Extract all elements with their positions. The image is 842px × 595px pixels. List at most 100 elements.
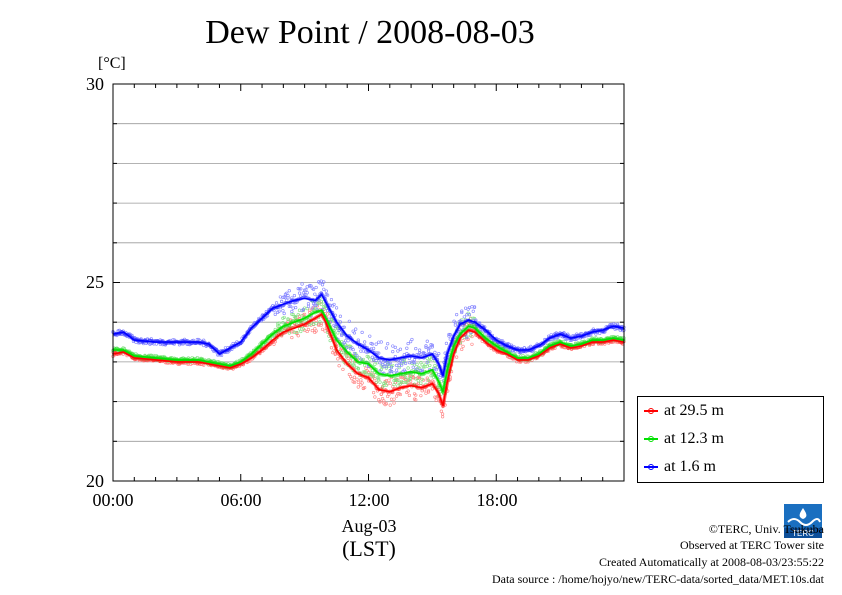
data-point [379,359,383,363]
data-point [297,287,302,291]
data-point [439,409,443,413]
data-point [461,339,465,343]
data-point [383,380,387,384]
data-point [460,347,464,351]
data-point [280,300,284,304]
legend-item-29-5m: at 29.5 m [644,401,724,421]
data-point [470,342,474,346]
data-point [290,309,294,314]
data-point [290,335,294,340]
data-point [297,291,302,295]
data-point [384,346,388,350]
data-point [414,377,418,381]
data-point [364,366,368,370]
data-point [361,349,365,353]
data-point [372,391,376,395]
credit-created: Created Automatically at 2008-08-03/23:5… [599,555,824,569]
y-axis-unit-label: [°C] [98,55,126,72]
data-point [407,393,411,398]
data-point [318,320,322,324]
data-point [355,354,359,358]
data-point [397,365,401,370]
data-point [359,378,363,382]
data-point [352,380,357,384]
data-point [299,287,303,291]
data-point [463,306,468,310]
data-point [359,349,363,353]
data-point [274,301,279,305]
data-point [406,341,410,346]
data-point [460,309,464,313]
data-point [393,345,397,349]
data-point [389,365,394,370]
data-point [311,287,316,291]
y-tick-30: 30 [86,74,104,94]
data-point [343,339,348,343]
data-point [323,329,327,333]
data-point [465,335,469,340]
data-point [347,344,351,348]
data-point [382,399,386,403]
data-point [373,362,377,366]
data-point [342,325,346,329]
data-point [391,349,395,354]
legend-label: at 12.3 m [664,430,724,447]
data-point [286,296,290,300]
data-point [368,372,372,376]
data-point [398,392,403,397]
data-point [350,377,354,381]
data-point [326,293,330,297]
data-point [378,399,382,404]
data-point [426,389,431,393]
data-point [433,363,437,368]
data-point [447,332,451,337]
legend: at 29.5 m at 12.3 m at 1.6 m [637,396,824,483]
grid-lines [113,123,624,442]
data-point [356,385,360,389]
data-point [286,294,290,298]
data-point [409,374,413,378]
data-point [373,395,377,399]
data-point [322,280,326,284]
data-point [364,372,368,376]
data-point [300,282,304,286]
data-point [356,338,360,342]
data-point [295,330,299,335]
data-point [313,303,317,307]
data-point [354,327,358,331]
data-point [384,383,388,387]
data-point [352,331,357,335]
credit-source: Data source : /home/hojyo/new/TERC-data/… [491,572,824,586]
data-point [411,365,415,369]
data-point [317,301,321,305]
data-point [329,346,334,350]
data-point [305,307,309,311]
x-axis-date-label: Aug-03 [341,516,397,536]
series-lines [111,292,626,409]
data-point [414,393,418,397]
data-point [444,341,449,345]
data-point [389,397,394,401]
data-point [313,327,317,331]
data-point [291,306,295,310]
series-line [112,313,625,407]
data-point [294,316,298,320]
data-point [359,357,363,361]
data-point [352,351,357,356]
data-point [398,347,403,351]
data-point [313,292,317,296]
legend-swatch-red [644,408,658,414]
data-point [363,386,367,390]
data-point [383,362,387,366]
data-point [301,307,305,312]
svg-text:TERC: TERC [792,529,814,538]
data-point [471,316,475,320]
axis-ticks [112,83,625,482]
data-point [285,291,289,295]
data-point [346,339,350,343]
data-point [414,398,418,402]
data-point [395,368,399,372]
data-point [320,327,325,331]
data-point [426,378,431,382]
data-point [470,305,474,309]
